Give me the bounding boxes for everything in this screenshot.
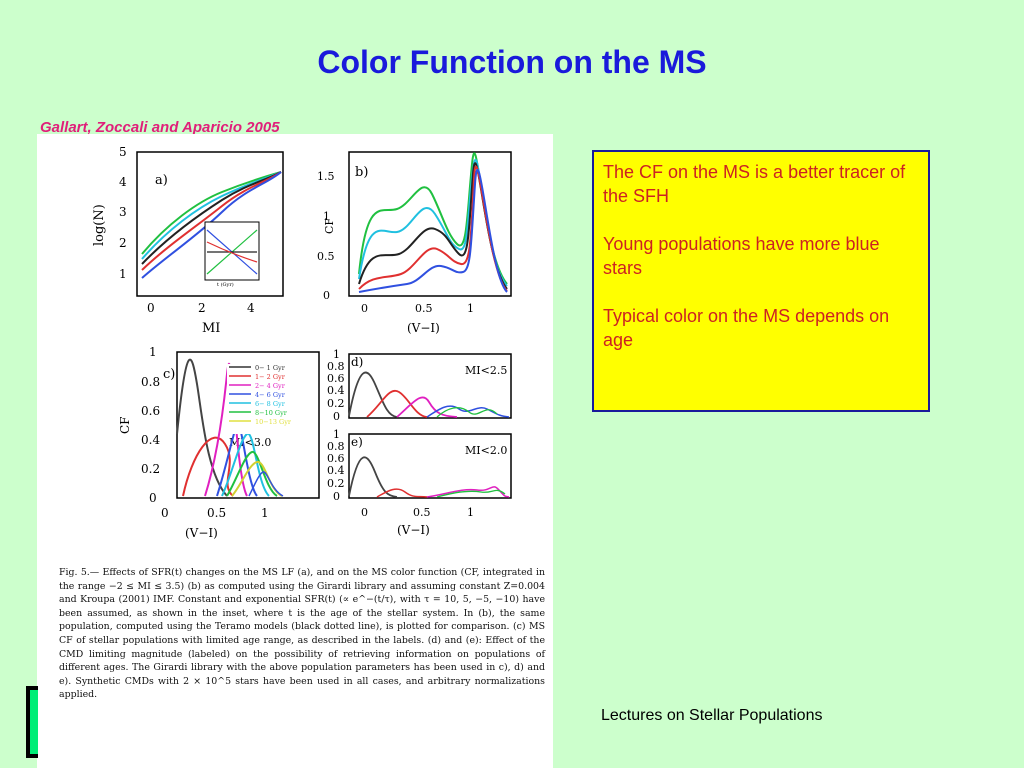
panel-e-curve-black xyxy=(348,456,398,498)
panel-c-label: c) xyxy=(163,367,175,382)
panel-a-inset-xlabel: t (Gyr) xyxy=(217,281,234,288)
legend-label-0: 0− 1 Gyr xyxy=(255,364,286,372)
panel-a-xtick-2: 4 xyxy=(247,301,255,315)
panel-b-curve-green xyxy=(358,152,508,285)
panel-a-ytick-3: 4 xyxy=(119,175,127,189)
panel-c-xtick-1: 0.5 xyxy=(207,506,226,520)
panel-e-xtick-0: 0 xyxy=(361,506,368,519)
panel-c-ytick-0: 0 xyxy=(149,491,157,505)
bullet-3: Typical color on the MS depends on age xyxy=(603,306,890,350)
panel-a: a) log(N) MI 0 2 4 1 2 3 4 5 t (Gyr) xyxy=(92,145,284,336)
paper-figure: a) log(N) MI 0 2 4 1 2 3 4 5 t (Gyr) xyxy=(37,134,553,768)
panel-b-curve-blue xyxy=(358,169,508,293)
panel-a-curve-black xyxy=(141,171,282,265)
panel-c-xtick-0: 0 xyxy=(161,506,169,520)
panel-c-ylabel: CF xyxy=(118,416,132,434)
panel-d-annotation: MI<2.5 xyxy=(465,364,507,377)
figure-plots: a) log(N) MI 0 2 4 1 2 3 4 5 t (Gyr) xyxy=(92,145,512,540)
panel-a-ytick-4: 5 xyxy=(119,145,127,159)
panel-e-ytick-4: 0.8 xyxy=(327,440,345,453)
panel-b: b) CF (V−I) 0 0.5 1 0 0.5 1 1.5 xyxy=(317,151,512,335)
figure-caption: Fig. 5.— Effects of SFR(t) changes on th… xyxy=(59,567,545,701)
panel-c-curve-peak xyxy=(248,471,284,497)
panel-d-label: d) xyxy=(351,355,363,369)
panel-b-xtick-1: 0.5 xyxy=(415,302,433,315)
legend-label-2: 2− 4 Gyr xyxy=(255,382,286,390)
slide-title: Color Function on the MS xyxy=(317,44,707,80)
citation: Gallart, Zoccali and Aparicio 2005 xyxy=(40,119,280,136)
panel-d-ytick-0: 0 xyxy=(333,410,340,423)
panel-b-xtick-2: 1 xyxy=(467,302,474,315)
panel-a-curve-green xyxy=(141,171,282,255)
summary-textbox: The CF on the MS is a better tracer of t… xyxy=(592,150,930,412)
panel-c-ytick-1: 0.2 xyxy=(141,462,160,476)
panel-d-ytick-4: 0.8 xyxy=(327,360,345,373)
panel-a-xlabel: MI xyxy=(202,321,220,336)
panel-e-annotation: MI<2.0 xyxy=(465,444,507,457)
panel-e-ytick-5: 1 xyxy=(333,428,340,441)
decorative-bracket xyxy=(26,686,38,758)
panel-e-xtick-2: 1 xyxy=(467,506,474,519)
bullet-2: Young populations have more blue stars xyxy=(603,234,880,278)
panel-d-ytick-3: 0.6 xyxy=(327,372,345,385)
panel-b-curve-black xyxy=(358,162,508,290)
panel-e-label: e) xyxy=(351,435,363,449)
panel-d-ytick-1: 0.2 xyxy=(327,397,345,410)
panel-d-curve-black xyxy=(348,371,398,418)
panel-a-label: a) xyxy=(155,173,168,188)
panel-d-curve-magenta xyxy=(396,396,458,418)
panel-c: 1 0.8 0.6 0.4 0.2 0 CF c) 0 0.5 1 (V−I) … xyxy=(118,345,320,540)
panel-d-ytick-2: 0.4 xyxy=(327,384,345,397)
footer-text: Lectures on Stellar Populations xyxy=(601,707,823,724)
panel-b-ylabel: CF xyxy=(323,218,336,234)
panel-a-curve-red xyxy=(141,171,282,271)
panel-a-ytick-0: 1 xyxy=(119,267,127,281)
panel-b-ytick-3: 1.5 xyxy=(317,170,335,183)
legend-label-6: 10−13 Gyr xyxy=(255,418,292,426)
legend-label-4: 6− 8 Gyr xyxy=(255,400,286,408)
legend-label-5: 8−10 Gyr xyxy=(255,409,288,417)
panel-d: 1 0.8 0.6 0.4 0.2 0 d) MI<2.5 xyxy=(327,348,512,423)
panel-a-xtick-1: 2 xyxy=(198,301,206,315)
panel-e-curve-red xyxy=(376,488,428,498)
panel-a-inset xyxy=(204,221,260,281)
panel-c-ytick-3: 0.6 xyxy=(141,404,160,418)
panel-b-label: b) xyxy=(355,165,368,180)
panel-c-curve-black xyxy=(176,358,228,497)
panel-e-xtick-1: 0.5 xyxy=(413,506,431,519)
panel-b-curve-red xyxy=(358,166,508,292)
panel-c-xtick-2: 1 xyxy=(261,506,269,520)
legend-label-1: 1− 2 Gyr xyxy=(255,373,286,381)
panel-e-xlabel: (V−I) xyxy=(397,523,430,537)
panel-e-ytick-3: 0.6 xyxy=(327,452,345,465)
panel-b-ytick-2: 1 xyxy=(323,210,330,223)
panel-c-ytick-5: 1 xyxy=(149,345,157,359)
panel-a-curve-blue xyxy=(141,171,282,279)
panel-c-xlabel: (V−I) xyxy=(185,526,218,540)
panel-b-ytick-0: 0 xyxy=(323,289,330,302)
panel-a-ytick-2: 3 xyxy=(119,205,127,219)
panel-e-curve-mix xyxy=(426,486,510,498)
panel-e-ytick-0: 0 xyxy=(333,490,340,503)
panel-a-ytick-1: 2 xyxy=(119,236,127,250)
panel-e: 1 0.8 0.6 0.4 0.2 0 e) MI<2.0 0 0.5 1 (V… xyxy=(327,428,512,537)
panel-e-ytick-1: 0.2 xyxy=(327,477,345,490)
panel-c-curve-green xyxy=(226,450,278,497)
panel-b-xtick-0: 0 xyxy=(361,302,368,315)
panel-b-xlabel: (V−I) xyxy=(407,321,440,335)
bullet-1: The CF on the MS is a better tracer of t… xyxy=(603,162,906,206)
panel-a-ylabel: log(N) xyxy=(92,204,107,246)
panel-d-ytick-5: 1 xyxy=(333,348,340,361)
panel-c-ytick-2: 0.4 xyxy=(141,433,160,447)
panel-b-ytick-1: 0.5 xyxy=(317,250,335,263)
legend-label-3: 4− 6 Gyr xyxy=(255,391,286,399)
panel-d-curve-red xyxy=(366,389,428,418)
panel-c-ytick-4: 0.8 xyxy=(141,375,160,389)
panel-d-curve-mix xyxy=(426,405,510,418)
panel-e-ytick-2: 0.4 xyxy=(327,464,345,477)
panel-a-xtick-0: 0 xyxy=(147,301,155,315)
